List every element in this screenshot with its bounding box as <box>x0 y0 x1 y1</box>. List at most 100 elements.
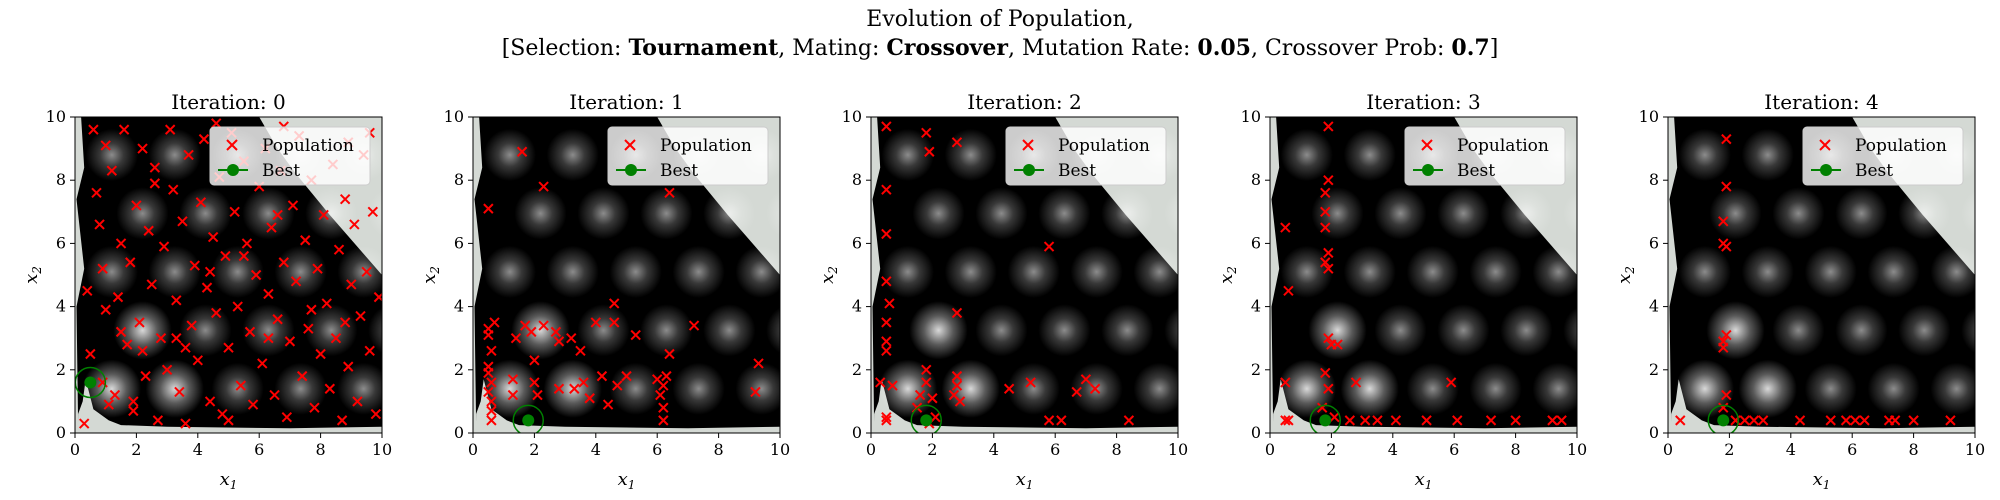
title-crossover-prob: 0.7 <box>1451 35 1489 61</box>
y-tick-label: 8 <box>454 170 464 189</box>
population-point <box>954 396 966 407</box>
population-point <box>590 317 602 328</box>
population-marker-stroke <box>211 307 222 319</box>
population-point <box>507 389 519 401</box>
legend-population-label: Population <box>1457 136 1549 156</box>
population-marker-stroke <box>602 399 614 410</box>
population-marker-stroke <box>483 203 494 214</box>
landscape-peak <box>148 245 201 298</box>
population-marker-stroke <box>1320 206 1331 218</box>
population-marker-stroke <box>180 342 191 353</box>
population-marker-stroke <box>131 200 142 211</box>
landscape-peak <box>1741 128 1794 182</box>
population-point <box>658 415 669 426</box>
y-axis-label-group: x2 <box>21 266 44 284</box>
population-marker-stroke <box>300 235 311 246</box>
landscape-peak <box>944 245 997 298</box>
population-marker-stroke <box>296 370 308 382</box>
population-marker-stroke <box>1908 415 1919 426</box>
y-tick-label: 10 <box>1639 107 1659 126</box>
population-marker-stroke <box>1485 415 1497 426</box>
title-suffix: ] <box>1490 36 1499 61</box>
population-marker-stroke <box>115 238 127 249</box>
population-point <box>269 389 280 401</box>
population-marker-stroke <box>1332 339 1343 350</box>
y-tick-label: 8 <box>1649 170 1659 189</box>
subplot-title: Iteration: 4 <box>1764 90 1878 114</box>
population-marker-stroke <box>168 184 179 195</box>
population-point <box>1859 415 1870 426</box>
population-marker-stroke <box>1945 415 1956 426</box>
population-point <box>339 193 351 205</box>
y-tick-label: 0 <box>454 423 464 442</box>
legend-population-label: Population <box>262 136 354 156</box>
population-marker-stroke <box>658 402 669 413</box>
legend-population-label: Population <box>1855 136 1947 156</box>
landscape-peak <box>1741 245 1794 298</box>
population-marker-stroke <box>346 279 357 290</box>
population-marker-stroke <box>1071 386 1082 398</box>
population-point <box>94 219 105 230</box>
population-marker-stroke <box>343 361 354 372</box>
landscape-peak <box>1280 128 1333 182</box>
population-point <box>688 320 700 331</box>
population-point <box>149 178 161 189</box>
population-point <box>1320 206 1331 218</box>
population-point <box>1323 247 1334 259</box>
population-marker-stroke <box>211 118 222 129</box>
legend: Population Best <box>1404 126 1566 186</box>
population-point <box>1323 383 1334 394</box>
population-marker-stroke <box>884 298 895 309</box>
population-point <box>266 222 277 233</box>
y-tick-label: 0 <box>1251 423 1261 442</box>
population-marker-stroke <box>137 345 148 357</box>
population-point <box>664 187 675 199</box>
y-tick-label: 6 <box>852 233 862 252</box>
population-marker-stroke <box>609 317 620 328</box>
subplot-title: Iteration: 0 <box>171 90 285 114</box>
population-point <box>103 399 114 410</box>
population-point <box>125 257 136 268</box>
legend: Population Best <box>607 126 769 186</box>
population-marker-stroke <box>881 336 892 347</box>
y-axis-label: x2 <box>21 266 44 284</box>
population-marker-stroke <box>146 279 157 290</box>
population-point <box>1320 367 1331 379</box>
population-point <box>171 332 182 344</box>
population-point <box>553 336 565 347</box>
population-point <box>238 250 250 262</box>
population-point <box>1718 402 1729 413</box>
population-marker-stroke <box>149 162 161 173</box>
title-mating: Crossover <box>886 35 1008 61</box>
population-marker-stroke <box>1825 415 1836 426</box>
population-point <box>486 377 497 388</box>
population-point <box>1945 415 1956 426</box>
legend-population-label: Population <box>660 136 752 156</box>
population-marker-stroke <box>1043 241 1055 252</box>
y-axis-label-base: x <box>419 274 440 284</box>
legend: Population Best <box>1802 126 1964 186</box>
landscape-peak <box>1070 362 1123 415</box>
population-marker-stroke <box>94 219 105 230</box>
population-point <box>164 124 176 135</box>
plot-frame <box>870 116 1179 434</box>
population-marker-stroke <box>284 336 296 347</box>
population-marker-stroke <box>1350 377 1362 388</box>
population-marker-stroke <box>143 225 154 236</box>
population-point <box>881 184 892 195</box>
population-marker-stroke <box>250 269 262 281</box>
population-marker-stroke <box>1859 415 1870 426</box>
population-marker-stroke <box>1123 415 1135 426</box>
population-marker-stroke <box>584 393 595 404</box>
landscape-peak <box>1437 304 1490 357</box>
population-marker-stroke <box>1323 247 1334 259</box>
population-point <box>881 121 892 132</box>
landscape-peak <box>672 362 725 415</box>
population-point <box>921 377 932 388</box>
landscape-peak <box>116 187 169 240</box>
x-tick-label: 10 <box>1567 440 1587 459</box>
population-point <box>250 269 262 281</box>
